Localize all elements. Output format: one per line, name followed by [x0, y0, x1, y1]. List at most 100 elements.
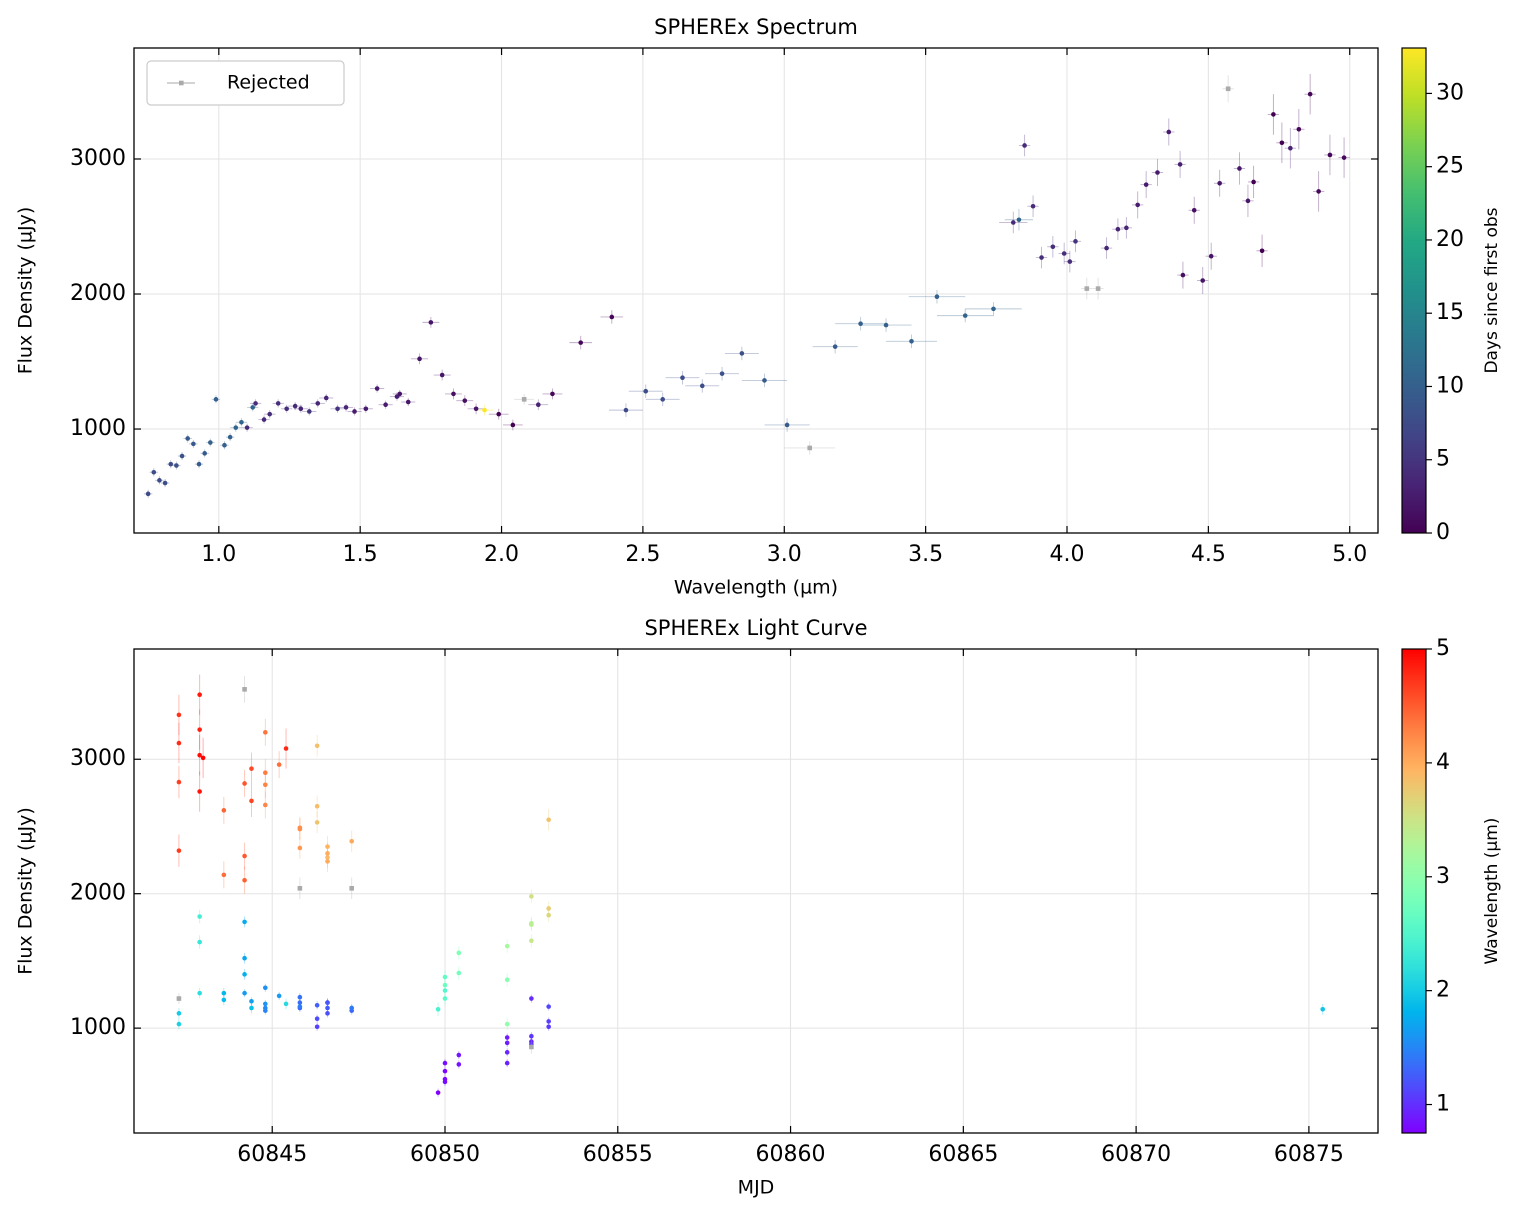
data-point: [263, 770, 268, 775]
x-axis-label: MJD: [738, 1177, 775, 1199]
data-point: [263, 730, 268, 735]
data-point: [623, 407, 629, 413]
data-point: [546, 1004, 551, 1009]
data-point: [934, 294, 940, 300]
y-tick-label: 3000: [70, 146, 126, 171]
data-point: [297, 845, 303, 851]
data-point: [473, 406, 479, 412]
data-point: [1010, 220, 1016, 225]
chart-title: SPHEREx Spectrum: [654, 15, 858, 39]
data-point: [179, 453, 185, 459]
x-axis-label: Wavelength (µm): [674, 577, 838, 599]
data-point: [249, 798, 254, 804]
rejected-point: [807, 445, 813, 451]
data-point: [349, 1005, 355, 1011]
x-tick-label: 60870: [1101, 1142, 1171, 1167]
data-point: [242, 955, 247, 961]
data-point: [233, 425, 239, 430]
data-point: [680, 375, 685, 381]
data-point: [462, 398, 468, 403]
data-point: [1177, 162, 1183, 167]
data-point: [227, 434, 233, 440]
data-point: [529, 922, 534, 927]
colorbar-tick-label: 5: [1436, 636, 1450, 661]
data-point: [1237, 166, 1242, 171]
data-point: [325, 851, 330, 856]
data-point: [504, 1040, 510, 1046]
data-point: [1316, 189, 1321, 194]
y-tick-label: 3000: [70, 746, 126, 771]
data-point: [442, 996, 448, 1001]
data-point: [858, 321, 863, 327]
legend-marker: [179, 80, 184, 86]
data-point: [1296, 126, 1302, 132]
data-point: [197, 990, 202, 996]
data-point: [176, 1021, 182, 1027]
data-point: [504, 977, 510, 983]
data-point: [1104, 245, 1109, 251]
data-point: [609, 314, 615, 320]
data-point: [261, 417, 267, 422]
data-point: [529, 996, 534, 1001]
y-axis-label: Flux Density (µJy): [15, 807, 37, 975]
data-point: [739, 351, 745, 356]
data-point: [250, 405, 256, 410]
data-point: [546, 817, 551, 823]
data-point: [343, 405, 349, 410]
data-point: [546, 912, 551, 918]
data-point: [405, 399, 411, 405]
rejected-point: [521, 397, 527, 402]
data-point: [197, 939, 202, 945]
x-tick-label: 60875: [1274, 1142, 1344, 1167]
data-point: [221, 997, 227, 1003]
axes-frame: [133, 47, 1379, 534]
rejected-point: [242, 687, 247, 692]
data-point: [1143, 182, 1149, 187]
data-point: [909, 338, 914, 344]
data-point: [276, 762, 282, 767]
data-point: [529, 1033, 534, 1039]
colorbar: [1401, 47, 1427, 534]
data-point: [546, 906, 551, 911]
data-point: [297, 994, 303, 1000]
colorbar-tick-label: 25: [1436, 154, 1464, 179]
x-tick-label: 4.0: [1050, 542, 1085, 567]
data-point: [239, 419, 244, 425]
x-tick-label: 3.5: [908, 542, 943, 567]
data-point: [267, 411, 273, 417]
data-point: [1180, 272, 1186, 278]
data-point: [249, 998, 254, 1004]
colorbar: [1401, 648, 1427, 1134]
data-point: [314, 820, 320, 825]
data-point: [546, 1019, 551, 1024]
data-point: [504, 1050, 510, 1055]
data-point: [297, 1004, 303, 1009]
data-point: [442, 1060, 448, 1066]
data-point: [314, 1002, 320, 1008]
data-point: [221, 990, 227, 996]
data-point: [504, 1021, 510, 1027]
x-tick-label: 3.0: [767, 542, 802, 567]
data-point: [1039, 255, 1044, 260]
data-point: [325, 1011, 330, 1016]
data-point: [325, 844, 330, 849]
data-point: [335, 406, 340, 412]
data-point: [456, 970, 462, 976]
colorbar-tick-label: 0: [1436, 520, 1450, 545]
x-tick-label: 1.5: [343, 542, 378, 567]
data-point: [325, 855, 330, 860]
data-point: [1073, 239, 1078, 244]
y-tick-label: 1000: [70, 1015, 126, 1040]
data-point: [383, 402, 388, 408]
data-point: [1320, 1007, 1326, 1012]
colorbar-tick-label: 20: [1436, 227, 1464, 252]
data-point: [435, 1090, 441, 1095]
data-point: [442, 982, 448, 988]
data-point: [168, 461, 174, 467]
data-point: [208, 440, 213, 445]
data-point: [504, 943, 510, 949]
data-point: [191, 441, 196, 447]
data-point: [1067, 259, 1073, 264]
